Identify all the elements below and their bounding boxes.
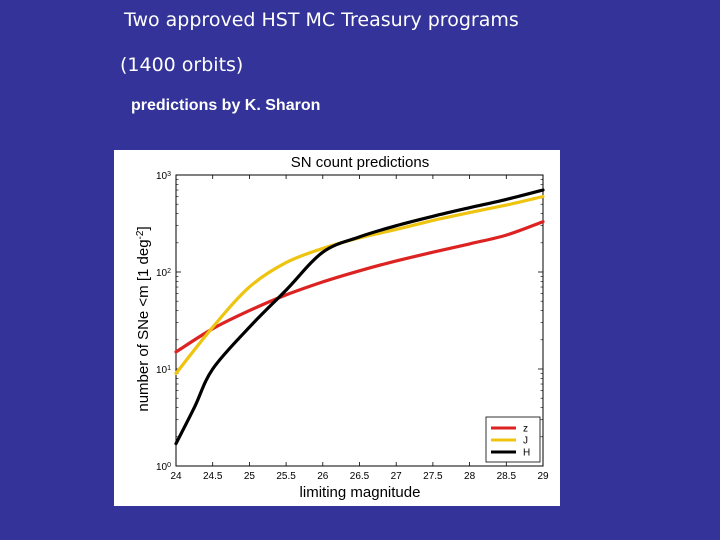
y-tick-label: 103 <box>156 171 171 183</box>
y-tick-exponent: 0 <box>167 462 171 469</box>
x-tick-label: 28.5 <box>497 471 517 482</box>
series-line-z <box>174 220 545 354</box>
chart-title: SN count predictions <box>291 154 429 171</box>
x-tick-label: 24.5 <box>203 471 223 482</box>
y-axis-label-exponent: -2 <box>135 230 146 239</box>
y-tick-label: 101 <box>156 365 171 377</box>
y-tick-label: 100 <box>156 462 171 474</box>
x-tick-label: 27 <box>391 471 403 482</box>
chart-svg: SN count predictions limiting magnitude … <box>135 154 549 501</box>
x-tick-label: 29 <box>537 471 549 482</box>
x-tick-label: 24 <box>170 471 182 482</box>
x-axis-label: limiting magnitude <box>300 484 421 501</box>
y-axis-label: number of SNe <m [1 deg-2] <box>135 226 153 411</box>
x-tick-label: 27.5 <box>423 471 443 482</box>
legend-label-H: H <box>523 448 530 459</box>
y-tick-label: 102 <box>156 268 171 280</box>
slide-subtitle-line: (1400 orbits) <box>120 54 244 76</box>
legend-label-J: J <box>523 436 528 447</box>
x-tick-label: 26.5 <box>350 471 370 482</box>
chart-figure: SN count predictions limiting magnitude … <box>114 150 560 506</box>
slide-credit-line: predictions by K. Sharon <box>131 97 321 114</box>
x-tick-label: 25.5 <box>276 471 296 482</box>
x-tick-label: 25 <box>244 471 256 482</box>
legend-label-z: z <box>523 424 528 435</box>
plot-area: 24 24.5 25 25.5 26 26.5 27 27.5 28 28.5 2910010110… <box>156 171 549 483</box>
slide-title-line: Two approved HST MC Treasury programs <box>124 9 519 31</box>
x-tick-label: 26 <box>317 471 329 482</box>
series-line-H <box>174 188 545 446</box>
y-tick-exponent: 3 <box>167 171 171 178</box>
y-tick-exponent: 1 <box>167 365 171 372</box>
y-tick-exponent: 2 <box>167 268 171 275</box>
x-tick-label: 28 <box>464 471 476 482</box>
